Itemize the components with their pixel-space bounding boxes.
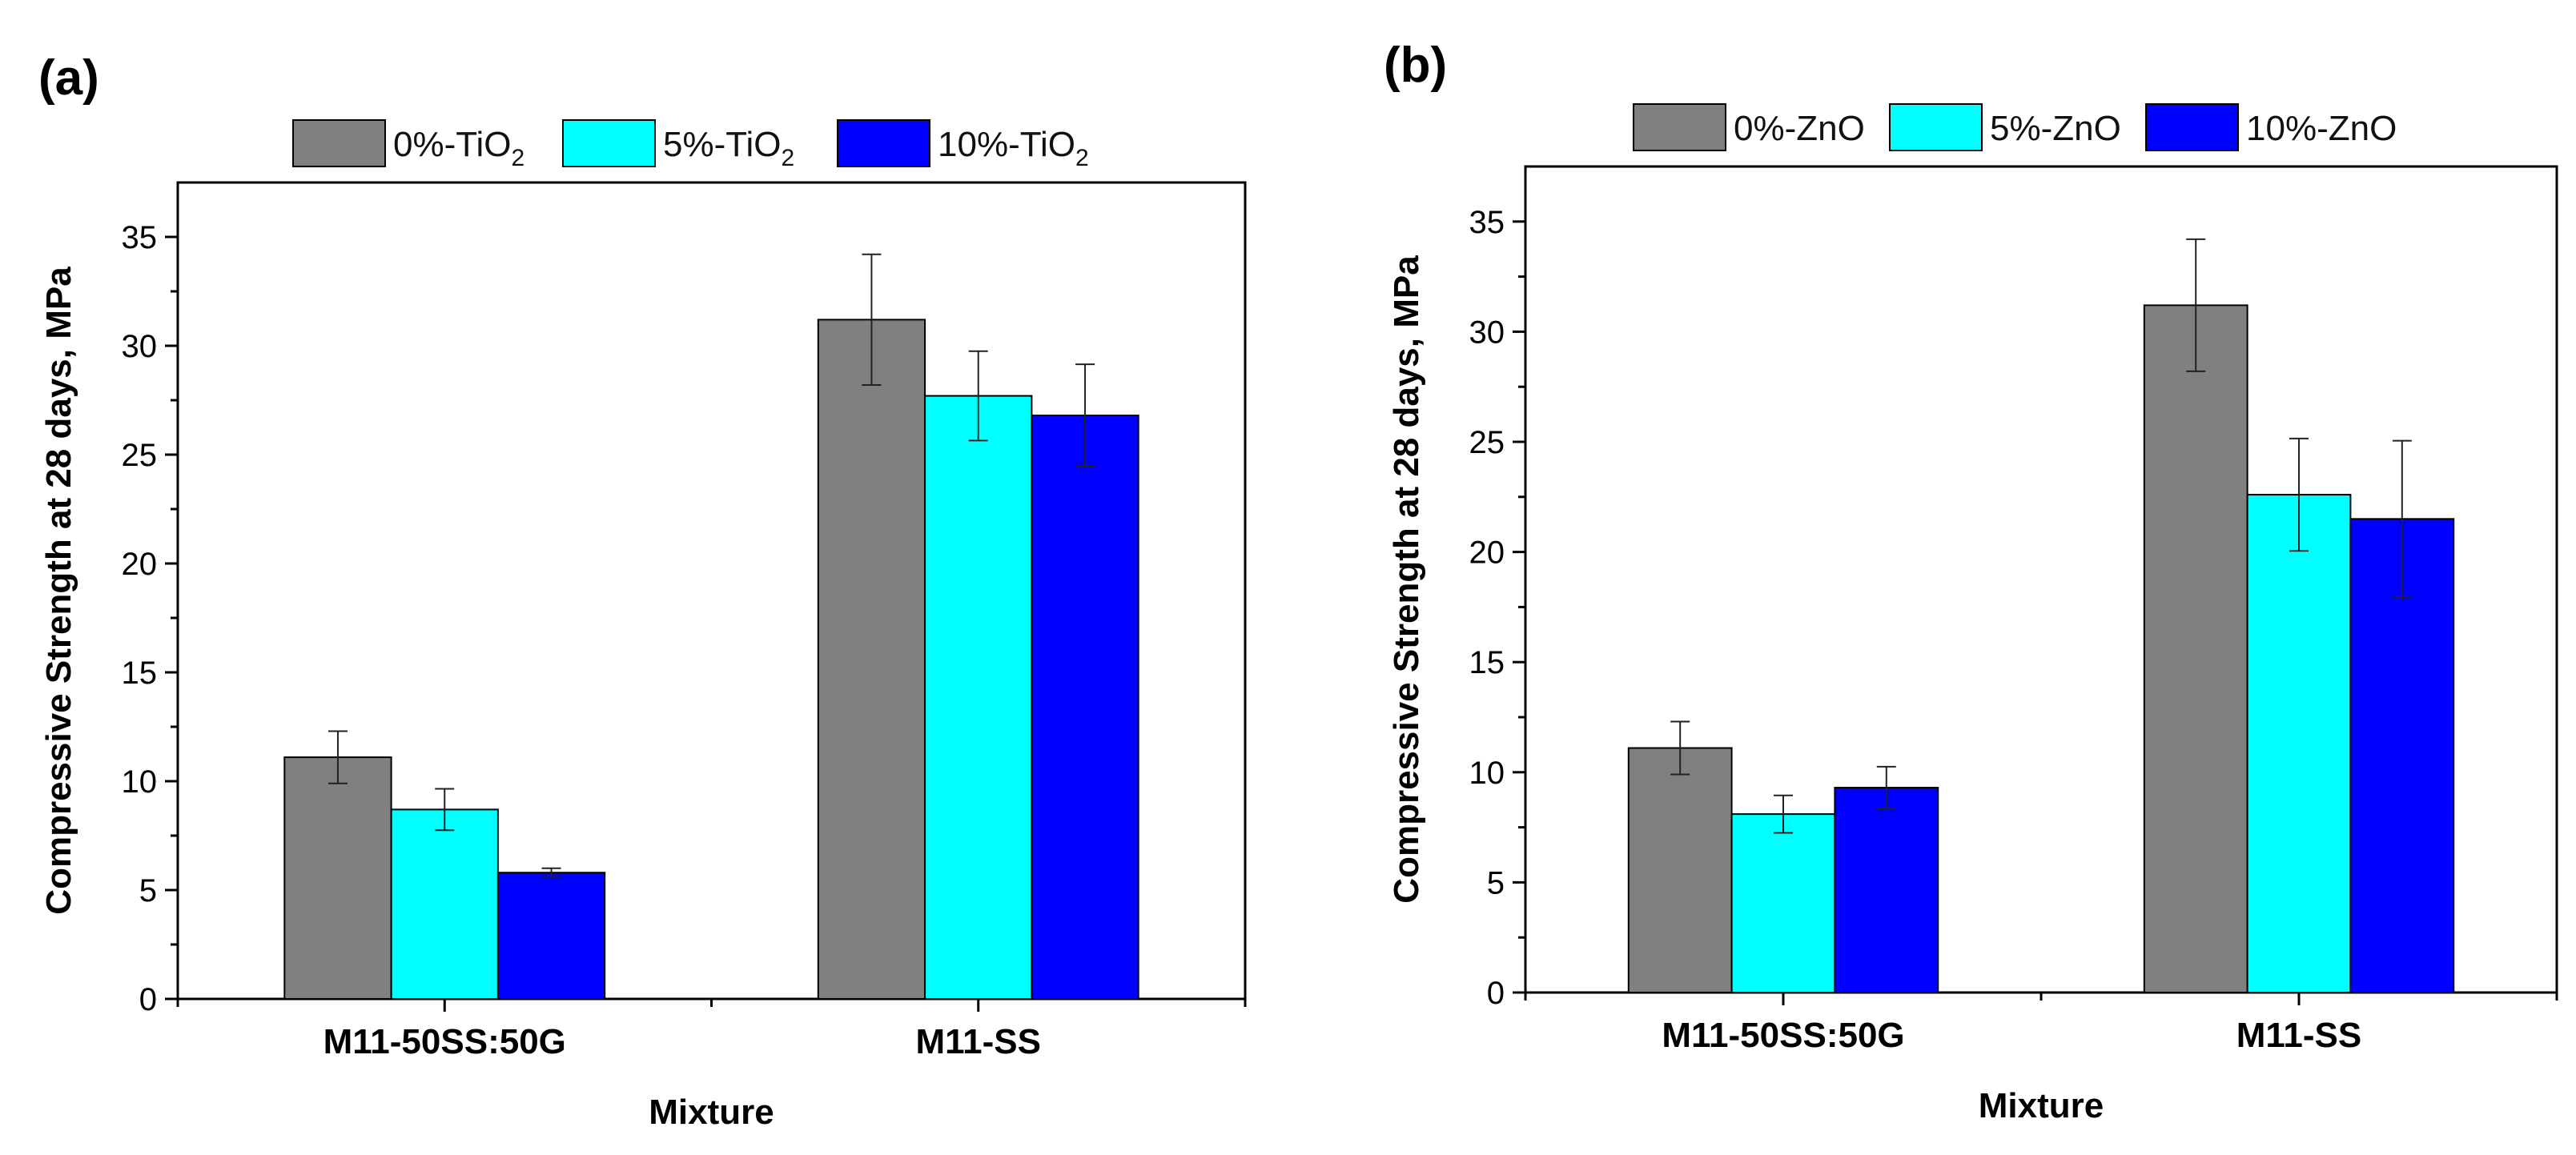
y-tick-label: 30 [122,329,158,364]
bar-5-tio-1 [390,808,499,1000]
legend-entry-name: 0%-TiO [393,125,512,164]
bar-5-zno-1 [1730,813,1836,994]
x-tick-label: M11-50SS:50G [1662,1016,1904,1055]
error-bar [541,867,561,878]
bar-0-zno-2 [2143,304,2248,994]
legend-entry-subscript: 2 [782,145,795,171]
y-axis-label: Compressive Strength at 28 days, MPa [1387,255,1426,904]
y-tick-label: 5 [139,873,157,908]
y-tick-label: 10 [1469,756,1505,791]
legend: 0%-TiO2 5%-TiO2 10%-TiO2 [292,119,1089,171]
legend-entry-label: 5%-ZnO [1990,109,2121,148]
panel-label: (a) [38,50,99,106]
y-axis-label: Compressive Strength at 28 days, MPa [39,267,78,915]
y-tick-label: 15 [122,656,158,691]
x-tick-label: M11-SS [2236,1016,2362,1055]
bars [1627,238,2455,994]
error-bar [1075,363,1095,467]
bars [283,253,1139,1001]
y-tick-label: 35 [1469,205,1505,240]
error-bar [435,788,455,832]
error-bar [1774,794,1793,834]
error-bar [2186,238,2206,372]
x-axis-label: Mixture [649,1093,774,1132]
legend: 0%-ZnO 5%-ZnO 10%-ZnO [1633,103,2397,151]
panel-b: (b) 0 5 10 15 20 25 30 35 Compressive Strength at… [1384,38,2558,1125]
bar-5-tio-2 [924,395,1033,1000]
legend-swatch [837,119,930,167]
bar-0-tio-1 [283,756,392,1001]
y-tick-label: 0 [139,982,157,1017]
y-tick-label: 25 [1469,425,1505,460]
legend-entry-name: 5%-ZnO [1990,109,2121,148]
legend-swatch [1889,103,1983,151]
error-bar [968,350,988,442]
error-bar [1670,720,1690,776]
legend-entry-name: 0%-ZnO [1734,109,1865,148]
y-tick-label: 5 [1487,865,1505,900]
bar-5-zno-2 [2246,494,2352,993]
y-tick-label: 15 [1469,645,1505,680]
bar-0-zno-1 [1627,747,1733,993]
y-axis: 0 5 10 15 20 25 30 35 [1469,205,1525,1011]
legend-swatch [292,119,386,167]
y-tick-label: 25 [122,438,158,473]
y-tick-label: 35 [122,220,158,255]
x-axis-label: Mixture [1979,1086,2104,1125]
legend-entry-name: 5%-TiO [663,125,782,164]
legend-entry-label: 0%-TiO2 [393,125,524,171]
y-axis: 0 5 10 15 20 25 30 35 [122,220,178,1017]
legend-entry-subscript: 2 [512,145,525,171]
legend-entry-name: 10%-TiO [938,125,1075,164]
y-tick-label: 20 [1469,535,1505,571]
y-tick-label: 30 [1469,315,1505,350]
x-tick-label: M11-50SS:50G [324,1022,566,1061]
legend-entry-label: 10%-ZnO [2246,109,2397,148]
legend-entry-label: 0%-ZnO [1734,109,1865,148]
legend-swatch [562,119,656,167]
bar-10-zno-1 [1834,787,1939,994]
y-tick-label: 0 [1487,976,1505,1011]
panel-a: (a) 0 5 10 15 20 25 30 35 Compressive Strength at… [38,50,1247,1132]
y-tick-label: 10 [122,764,158,800]
legend-swatch [2145,103,2239,151]
error-bar [2289,437,2309,552]
y-tick-label: 20 [122,547,158,582]
error-bar [862,253,882,386]
legend-entry-subscript: 2 [1075,145,1089,171]
bar-10-tio-1 [496,872,606,1000]
x-tick-label: M11-SS [915,1022,1041,1061]
error-bar [328,730,348,784]
legend-entry-label: 10%-TiO2 [938,125,1089,171]
legend-entry-label: 5%-TiO2 [663,125,794,171]
bar-10-tio-2 [1031,415,1139,1000]
legend-swatch [1633,103,1726,151]
error-bar [2392,439,2412,599]
error-bar [1876,765,1896,810]
bar-0-tio-2 [817,319,926,1000]
panel-label: (b) [1384,38,1447,93]
legend-entry-name: 10%-ZnO [2246,109,2397,148]
